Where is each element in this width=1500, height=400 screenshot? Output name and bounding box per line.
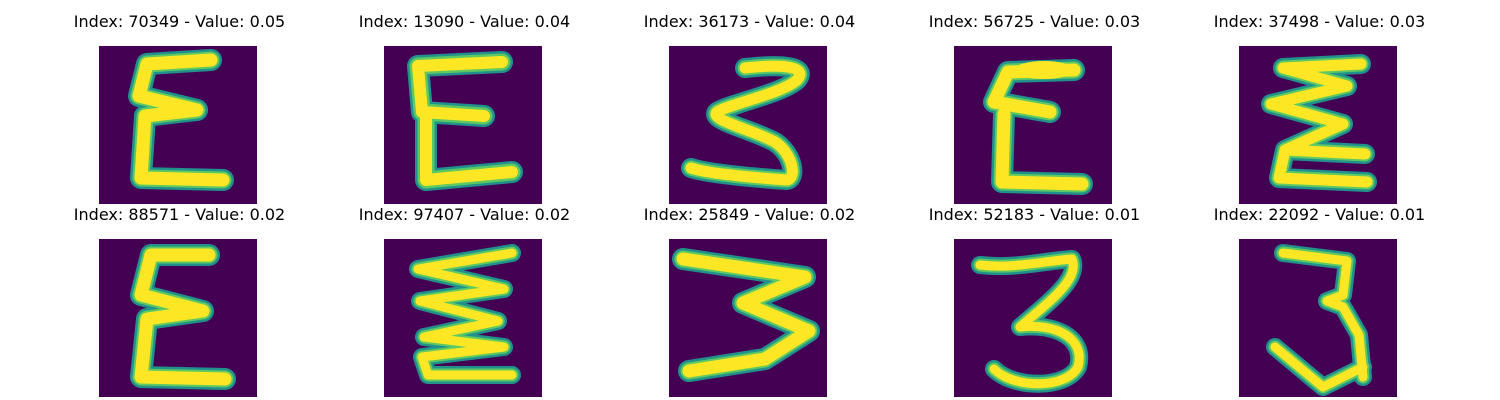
digit-image (99, 239, 257, 397)
image-cell-10: Index: 22092 - Value: 0.01 (1177, 205, 1462, 397)
image-title: Index: 52183 - Value: 0.01 (928, 205, 1141, 224)
image-title: Index: 13090 - Value: 0.04 (358, 12, 571, 31)
image-cell-3: Index: 36173 - Value: 0.04 (607, 12, 892, 204)
image-title: Index: 88571 - Value: 0.02 (73, 205, 286, 224)
image-title: Index: 36173 - Value: 0.04 (643, 12, 856, 31)
digit-image (954, 46, 1112, 204)
digit-image (384, 239, 542, 397)
image-cell-5: Index: 37498 - Value: 0.03 (1177, 12, 1462, 204)
digit-image (954, 239, 1112, 397)
image-cell-6: Index: 88571 - Value: 0.02 (37, 205, 322, 397)
digit-image (99, 46, 257, 204)
image-title: Index: 22092 - Value: 0.01 (1213, 205, 1426, 224)
image-cell-9: Index: 52183 - Value: 0.01 (892, 205, 1177, 397)
digit-image (669, 46, 827, 204)
image-cell-7: Index: 97407 - Value: 0.02 (322, 205, 607, 397)
image-title: Index: 25849 - Value: 0.02 (643, 205, 856, 224)
digit-image (1239, 46, 1397, 204)
digit-image (384, 46, 542, 204)
image-title: Index: 97407 - Value: 0.02 (358, 205, 571, 224)
image-cell-2: Index: 13090 - Value: 0.04 (322, 12, 607, 204)
image-title: Index: 70349 - Value: 0.05 (73, 12, 286, 31)
digit-image (1239, 239, 1397, 397)
image-cell-8: Index: 25849 - Value: 0.02 (607, 205, 892, 397)
image-title: Index: 56725 - Value: 0.03 (928, 12, 1141, 31)
image-cell-4: Index: 56725 - Value: 0.03 (892, 12, 1177, 204)
image-cell-1: Index: 70349 - Value: 0.05 (37, 12, 322, 204)
image-title: Index: 37498 - Value: 0.03 (1213, 12, 1426, 31)
digit-image (669, 239, 827, 397)
